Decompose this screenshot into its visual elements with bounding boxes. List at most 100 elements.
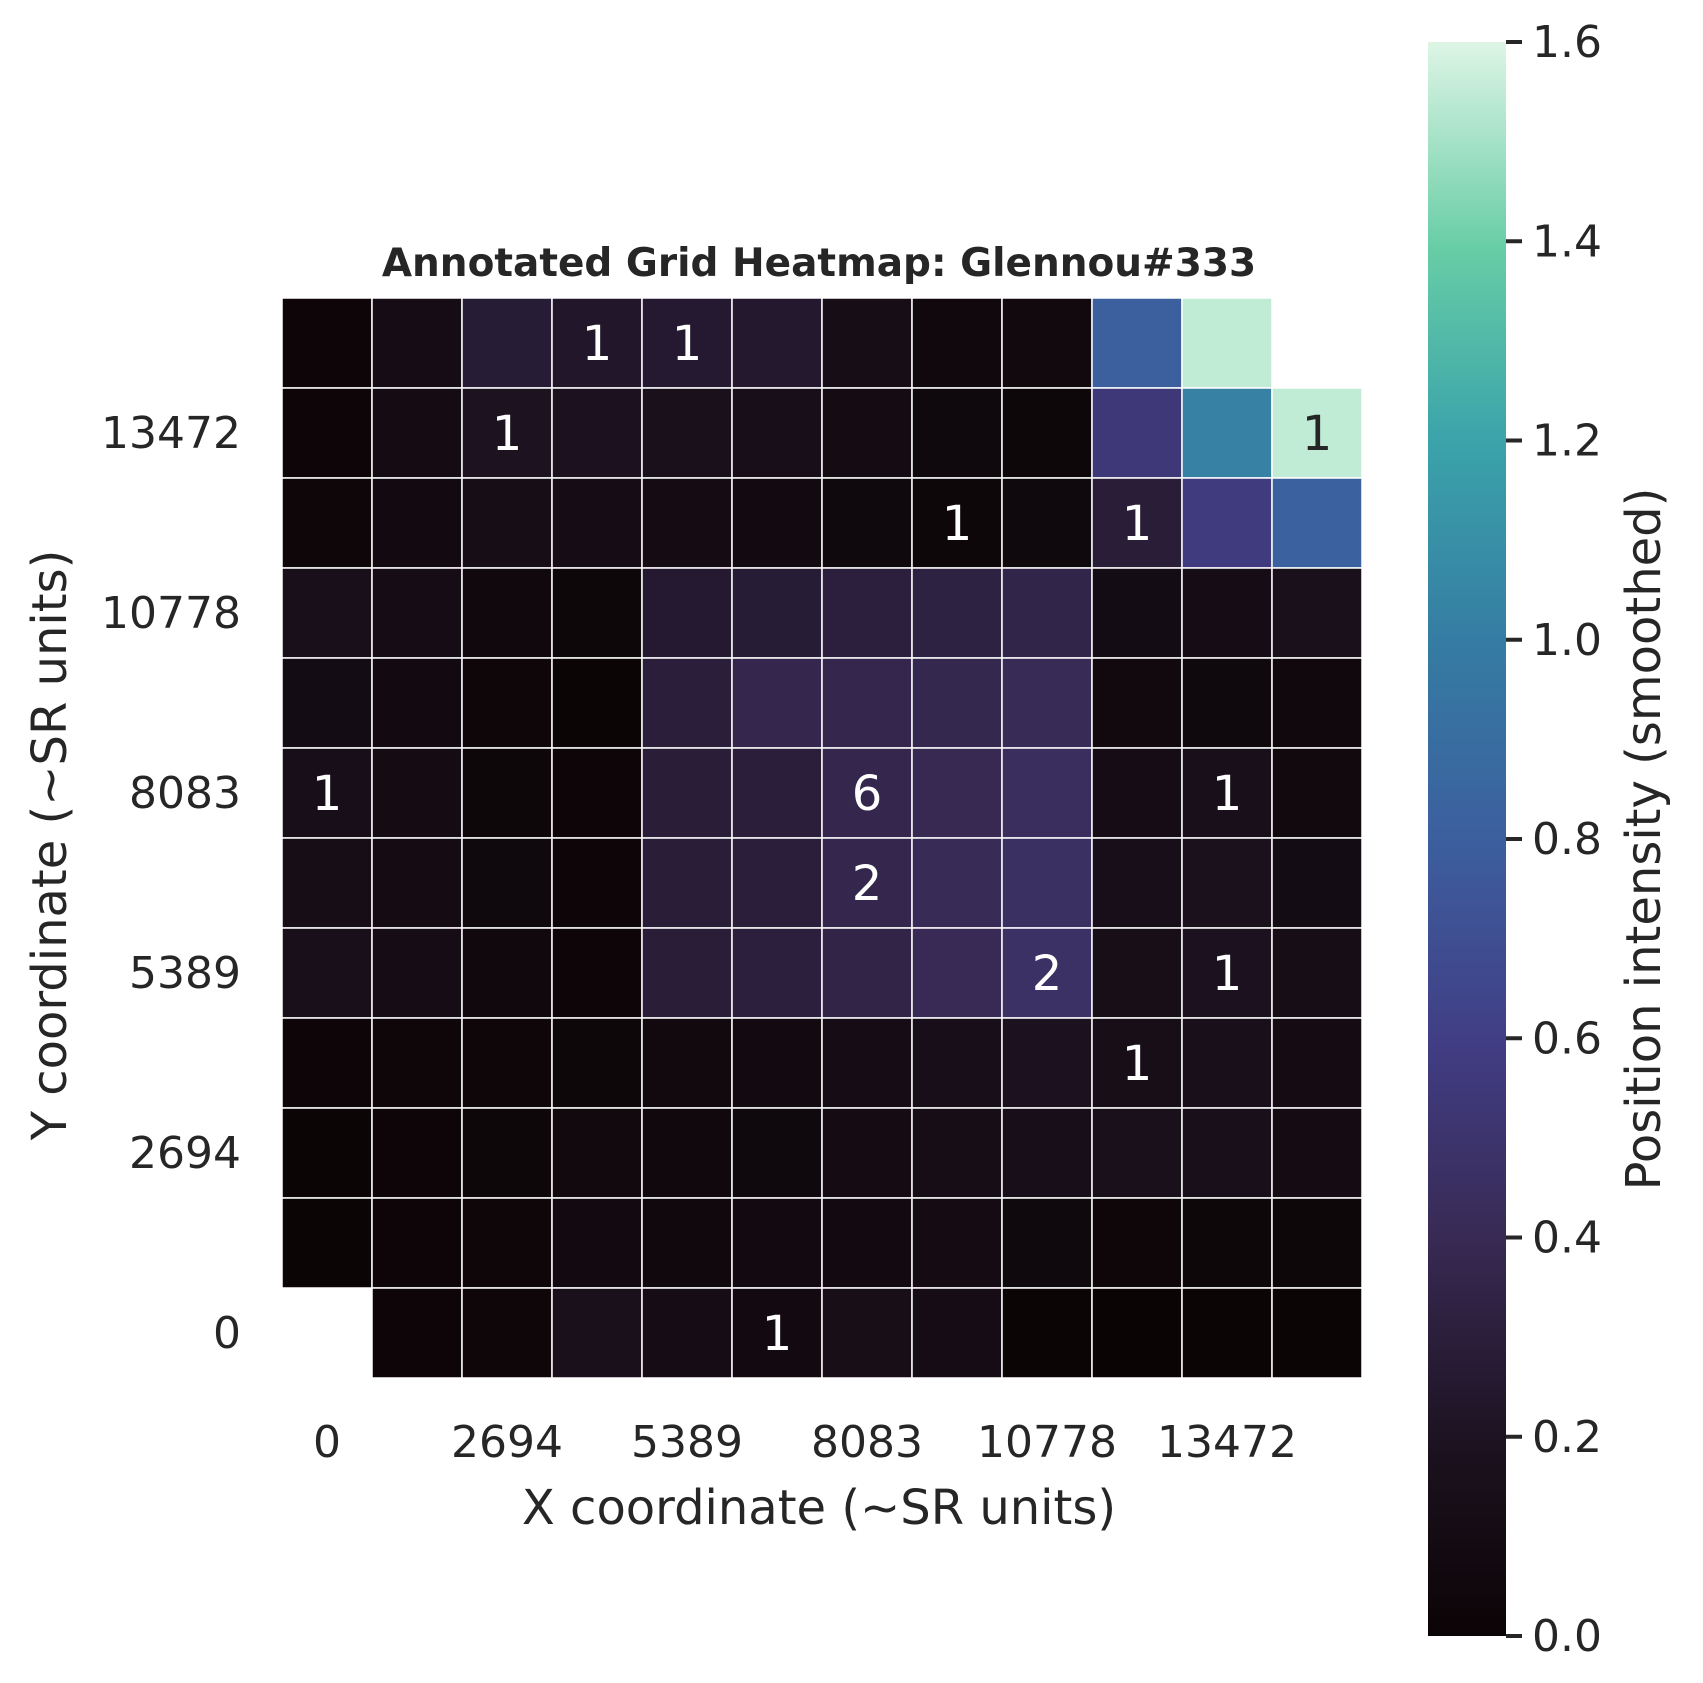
heatmap-cell	[1001, 1017, 1093, 1109]
heatmap-cell	[281, 1197, 373, 1289]
heatmap-cell	[371, 387, 463, 479]
heatmap-cell	[371, 837, 463, 929]
heatmap-cell	[371, 747, 463, 839]
y-tick-label: 8083	[129, 768, 241, 819]
y-axis-label: Y coordinate (~SR units)	[22, 550, 78, 1142]
heatmap-cell	[1091, 477, 1183, 569]
cell-annotation: 2	[852, 856, 883, 912]
heatmap-cell	[1181, 567, 1273, 659]
cell-annotation: 1	[672, 316, 703, 372]
heatmap-cell	[1271, 1107, 1363, 1199]
heatmap-cell	[1271, 747, 1363, 839]
heatmap-cell	[1181, 1287, 1273, 1379]
cell-annotation: 6	[852, 766, 883, 822]
heatmap-cell	[821, 837, 913, 929]
heatmap-cell	[1271, 1017, 1363, 1109]
heatmap-cell	[461, 297, 553, 389]
cell-annotation: 1	[1302, 406, 1333, 462]
heatmap-cell	[281, 567, 373, 659]
heatmap-cell	[1091, 657, 1183, 749]
cell-annotation: 1	[582, 316, 613, 372]
heatmap-cell	[1001, 657, 1093, 749]
heatmap-cell	[731, 567, 823, 659]
heatmap-cell	[821, 1107, 913, 1199]
heatmap-cell	[1091, 387, 1183, 479]
heatmap-cell	[1271, 927, 1363, 1019]
heatmap-cell	[371, 477, 463, 569]
heatmap-cell	[641, 657, 733, 749]
heatmap-cell	[1271, 387, 1363, 479]
colorbar-label: Position intensity (smoothed)	[1616, 488, 1672, 1191]
heatmap-cell	[1181, 1197, 1273, 1289]
heatmap-cell	[1001, 747, 1093, 839]
heatmap-cell	[371, 1107, 463, 1199]
heatmap-cell	[911, 387, 1003, 479]
heatmap-cell	[1271, 1197, 1363, 1289]
heatmap-cell	[731, 477, 823, 569]
heatmap-cell	[1001, 837, 1093, 929]
heatmap-cell	[1091, 1287, 1183, 1379]
cell-annotation: 1	[492, 406, 523, 462]
y-tick-label: 13472	[101, 408, 241, 459]
heatmap-cell	[911, 657, 1003, 749]
heatmap-cell	[371, 1017, 463, 1109]
heatmap-cell	[731, 1197, 823, 1289]
cell-annotation: 1	[1122, 496, 1153, 552]
heatmap-cell	[821, 657, 913, 749]
heatmap-cell	[821, 387, 913, 479]
cell-annotation: 1	[1212, 766, 1243, 822]
colorbar-tick-label: 1.6	[1532, 17, 1602, 68]
heatmap-cell	[461, 837, 553, 929]
y-tick-label: 2694	[129, 1128, 241, 1179]
heatmap-cell	[281, 837, 373, 929]
chart-title: Annotated Grid Heatmap: Glennou#333	[382, 241, 1256, 286]
colorbar	[1428, 42, 1506, 1636]
x-axis-label: X coordinate (~SR units)	[522, 1480, 1116, 1536]
cell-annotation: 1	[1212, 946, 1243, 1002]
heatmap-cell	[1271, 1287, 1363, 1379]
heatmap-cell	[1001, 1107, 1093, 1199]
heatmap-cell	[641, 1287, 733, 1379]
colorbar-tick-label: 0.0	[1532, 1611, 1602, 1662]
heatmap-cell	[821, 1287, 913, 1379]
heatmap-cell	[1181, 297, 1273, 389]
heatmap-cell	[731, 927, 823, 1019]
heatmap-cell	[641, 927, 733, 1019]
colorbar-tick-label: 1.2	[1532, 416, 1602, 467]
heatmap-cell	[1091, 837, 1183, 929]
heatmap-cell	[1001, 297, 1093, 389]
heatmap-cell	[1271, 477, 1363, 569]
heatmap-cell	[641, 477, 733, 569]
x-tick-label: 8083	[811, 1417, 923, 1468]
heatmap-cell	[731, 297, 823, 389]
heatmap-cell	[821, 297, 913, 389]
heatmap-cell	[911, 1287, 1003, 1379]
heatmap-cell	[551, 387, 643, 479]
heatmap-cell	[641, 1017, 733, 1109]
heatmap-cell	[461, 387, 553, 479]
heatmap-cell	[461, 567, 553, 659]
heatmap-cell	[281, 1107, 373, 1199]
heatmap-cell	[551, 297, 643, 389]
y-axis-ticks: 13472 10778 8083 5389 2694 0	[101, 408, 241, 1359]
heatmap-cell	[731, 1287, 823, 1379]
x-tick-label: 13472	[1157, 1417, 1297, 1468]
heatmap-cells	[281, 297, 1363, 1379]
heatmap-cell	[911, 747, 1003, 839]
heatmap-cell	[911, 1197, 1003, 1289]
heatmap-cell	[461, 1197, 553, 1289]
heatmap-cell	[371, 297, 463, 389]
heatmap-cell	[821, 477, 913, 569]
heatmap-cell	[731, 747, 823, 839]
y-tick-label: 0	[213, 1308, 241, 1359]
heatmap-cell	[551, 1017, 643, 1109]
heatmap-cell	[1091, 927, 1183, 1019]
x-tick-label: 0	[313, 1417, 341, 1468]
colorbar-tick-label: 0.6	[1532, 1013, 1602, 1064]
heatmap-cell	[371, 567, 463, 659]
heatmap-cell	[641, 1107, 733, 1199]
heatmap-cell	[1181, 1017, 1273, 1109]
colorbar-tick-label: 0.8	[1532, 814, 1602, 865]
x-tick-label: 5389	[631, 1417, 743, 1468]
